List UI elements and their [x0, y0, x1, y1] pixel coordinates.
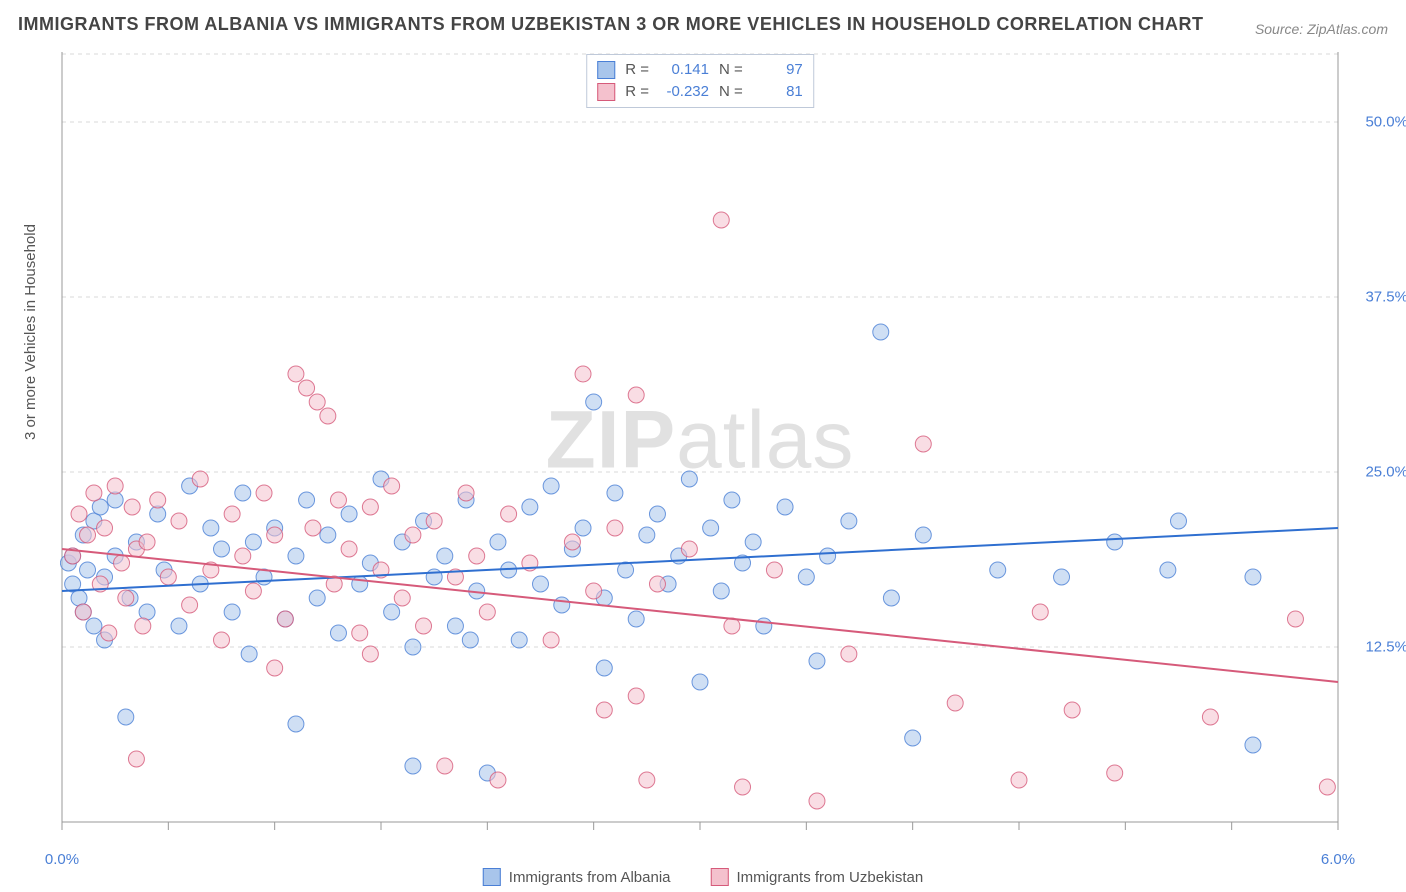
r-label: R = — [625, 81, 649, 103]
legend-item: Immigrants from Uzbekistan — [711, 868, 924, 886]
swatch-icon — [597, 61, 615, 79]
y-tick-label: 37.5% — [1365, 289, 1406, 306]
r-label: R = — [625, 59, 649, 81]
legend-label: Immigrants from Albania — [509, 869, 671, 886]
y-axis-label: 3 or more Vehicles in Household — [22, 224, 39, 440]
chart-area: ZIPatlas R = 0.141 N = 97 R = -0.232 N =… — [60, 50, 1340, 840]
x-tick-label: 0.0% — [45, 851, 79, 868]
y-tick-label: 12.5% — [1365, 639, 1406, 656]
chart-title: IMMIGRANTS FROM ALBANIA VS IMMIGRANTS FR… — [18, 14, 1203, 35]
legend-label: Immigrants from Uzbekistan — [737, 869, 924, 886]
y-tick-label: 25.0% — [1365, 464, 1406, 481]
bottom-legend: Immigrants from Albania Immigrants from … — [483, 868, 923, 886]
n-label: N = — [719, 59, 743, 81]
stats-row: R = -0.232 N = 81 — [597, 81, 803, 103]
n-value: 81 — [753, 81, 803, 103]
r-value: -0.232 — [659, 81, 709, 103]
stats-legend: R = 0.141 N = 97 R = -0.232 N = 81 — [586, 54, 814, 108]
legend-item: Immigrants from Albania — [483, 868, 671, 886]
swatch-icon — [483, 868, 501, 886]
n-label: N = — [719, 81, 743, 103]
source-citation: Source: ZipAtlas.com — [1255, 21, 1388, 37]
swatch-icon — [597, 83, 615, 101]
n-value: 97 — [753, 59, 803, 81]
x-tick-label: 6.0% — [1321, 851, 1355, 868]
swatch-icon — [711, 868, 729, 886]
scatter-plot — [60, 50, 1340, 840]
r-value: 0.141 — [659, 59, 709, 81]
y-tick-label: 50.0% — [1365, 114, 1406, 131]
stats-row: R = 0.141 N = 97 — [597, 59, 803, 81]
